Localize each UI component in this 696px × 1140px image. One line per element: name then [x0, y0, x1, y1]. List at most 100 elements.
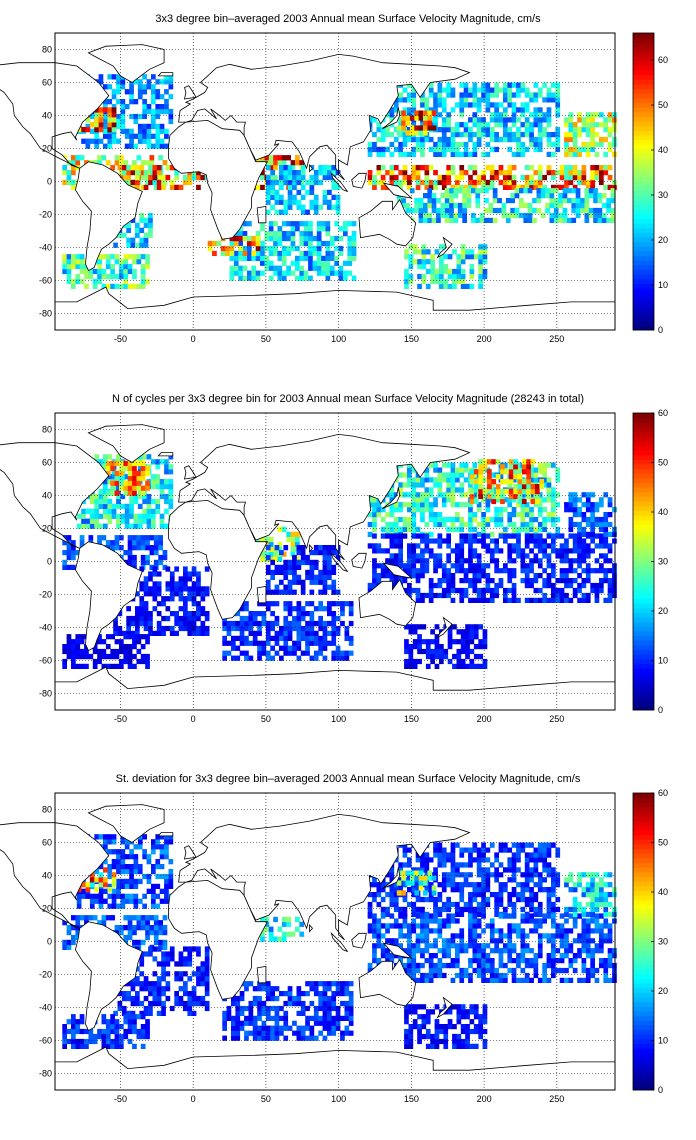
bin-cell	[66, 1019, 72, 1025]
bin-cell	[300, 554, 306, 561]
bin-cell	[309, 620, 315, 627]
bin-cell	[129, 128, 134, 134]
bin-cell	[107, 143, 113, 149]
bin-cell	[572, 507, 578, 513]
bin-cell	[441, 141, 447, 148]
bin-cell	[546, 97, 552, 103]
bin-cell	[71, 545, 76, 551]
bin-cell	[110, 648, 115, 655]
bin-cell	[265, 625, 271, 632]
bin-cell	[411, 97, 417, 103]
bin-cell	[551, 497, 556, 503]
bin-cell	[376, 170, 382, 176]
bin-cell	[183, 1000, 188, 1007]
bin-cell	[143, 615, 149, 622]
colorbar	[632, 412, 655, 711]
bin-cell	[471, 188, 476, 194]
bin-cell	[257, 611, 262, 617]
bin-cell	[279, 199, 284, 205]
bin-cell	[327, 554, 332, 561]
bin-cell	[124, 508, 130, 514]
bin-cell	[305, 209, 310, 215]
bin-cell	[389, 526, 395, 533]
bin-cell	[124, 864, 130, 870]
bin-cell	[66, 545, 72, 551]
bin-cell	[79, 648, 85, 655]
bin-cell	[296, 179, 302, 186]
bin-cell	[594, 558, 600, 564]
bin-cell	[130, 1000, 136, 1007]
bin-cell	[135, 615, 140, 622]
bin-cell	[437, 512, 443, 518]
bin-cell	[537, 127, 543, 133]
bin-cell	[159, 138, 165, 144]
bin-cell	[453, 202, 459, 209]
bin-cell	[334, 270, 339, 276]
bin-cell	[98, 112, 104, 118]
bin-cell	[191, 615, 197, 622]
bin-cell	[389, 487, 395, 493]
bin-cell	[577, 582, 582, 589]
bin-cell	[79, 268, 85, 275]
bin-cell	[183, 615, 188, 622]
bin-cell	[492, 198, 498, 204]
bin-cell	[594, 587, 600, 594]
bin-cell	[295, 245, 300, 252]
bin-cell	[178, 615, 184, 622]
bin-cell	[540, 188, 546, 194]
bin-cell	[183, 606, 188, 612]
bin-cell	[469, 488, 475, 495]
bin-cell	[164, 844, 169, 850]
bin-cell	[71, 155, 76, 161]
bin-cell	[420, 92, 425, 98]
bin-cell	[511, 151, 517, 157]
bin-cell	[273, 155, 278, 161]
bin-cell	[127, 920, 133, 926]
bin-cell	[305, 601, 310, 607]
bin-cell	[441, 477, 447, 483]
bin-cell	[133, 844, 139, 850]
bin-cell	[229, 235, 235, 242]
bin-cell	[235, 625, 241, 632]
bin-cell	[169, 630, 175, 636]
bin-cell	[287, 630, 293, 636]
bin-cell	[444, 198, 450, 204]
bin-cell	[178, 586, 184, 592]
bin-cell	[537, 179, 543, 186]
bin-cell	[428, 553, 434, 559]
bin-cell	[529, 92, 534, 98]
bin-cell	[376, 543, 382, 549]
bin-cell	[308, 240, 313, 247]
bin-cell	[457, 188, 463, 194]
bin-cell	[303, 255, 309, 261]
bin-cell	[516, 136, 521, 143]
bin-cell	[603, 543, 609, 549]
bin-cell	[590, 165, 595, 171]
bin-cell	[159, 898, 165, 904]
bin-cell	[127, 1024, 133, 1030]
bin-cell	[428, 184, 434, 190]
bin-cell	[139, 1000, 145, 1007]
bin-cell	[593, 212, 598, 219]
bin-cell	[121, 630, 127, 636]
bin-cell	[140, 1014, 146, 1020]
bin-cell	[113, 630, 118, 636]
bin-cell	[533, 467, 539, 473]
bin-cell	[124, 854, 130, 860]
bin-cell	[585, 132, 591, 138]
bin-cell	[299, 179, 305, 186]
bin-cell	[329, 270, 335, 276]
bin-cell	[389, 132, 395, 138]
bin-cell	[476, 132, 482, 138]
bin-cell	[321, 255, 326, 261]
colorbar-tick-label: 10	[658, 280, 668, 290]
bin-cell	[178, 620, 184, 627]
bin-cell	[612, 507, 617, 513]
bin-cell	[478, 644, 483, 650]
bin-cell	[111, 859, 117, 865]
bin-cell	[107, 518, 113, 524]
bin-cell	[348, 601, 354, 607]
bin-cell	[407, 179, 412, 186]
bin-cell	[129, 94, 134, 100]
bin-cell	[116, 123, 121, 129]
